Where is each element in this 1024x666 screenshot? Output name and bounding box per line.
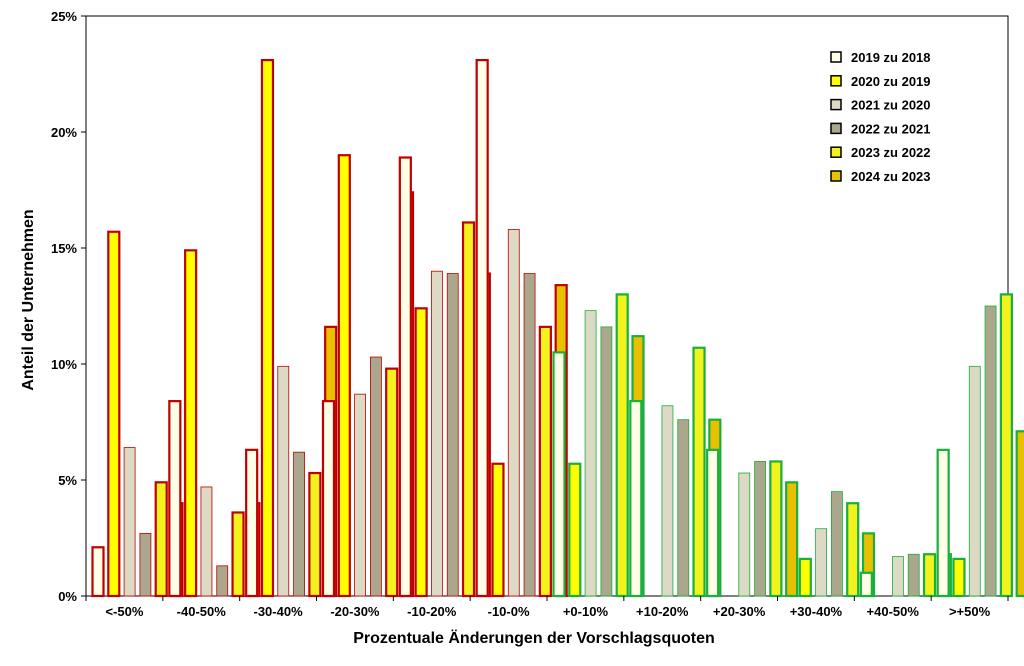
bar	[370, 357, 381, 596]
bar	[678, 420, 689, 596]
bar	[416, 308, 427, 596]
bar	[953, 559, 964, 596]
bar	[601, 327, 612, 596]
bar	[1017, 431, 1024, 596]
legend-label: 2019 zu 2018	[851, 50, 931, 65]
bar	[707, 450, 718, 596]
bar	[323, 401, 334, 596]
legend-swatch	[831, 171, 841, 181]
bar	[246, 450, 257, 596]
bar	[755, 461, 766, 596]
bar	[969, 366, 980, 596]
bar	[861, 573, 872, 596]
bar	[124, 448, 135, 596]
bar	[156, 482, 167, 596]
x-tick-label: -10-0%	[488, 604, 530, 619]
bar	[739, 473, 750, 596]
x-tick-label: -20-30%	[330, 604, 380, 619]
bar	[786, 482, 797, 596]
bar	[93, 547, 104, 596]
bar	[892, 557, 903, 596]
x-tick-label: +10-20%	[636, 604, 689, 619]
x-axis-title: Prozentuale Änderungen der Vorschlagsquo…	[353, 629, 715, 647]
y-tick-label: 5%	[58, 473, 77, 488]
bar	[431, 271, 442, 596]
x-tick-label: +40-50%	[867, 604, 920, 619]
legend-label: 2024 zu 2023	[851, 169, 931, 184]
y-tick-label: 25%	[51, 9, 77, 24]
y-axis: 0% 5% 10% 15% 20% 25%	[51, 9, 86, 604]
bar	[540, 327, 551, 596]
bar	[463, 222, 474, 596]
legend-label: 2023 zu 2022	[851, 145, 931, 160]
bar	[508, 229, 519, 596]
bar	[278, 366, 289, 596]
x-tick-label: -10-20%	[407, 604, 457, 619]
x-tick-label: -30-40%	[254, 604, 304, 619]
y-tick-label: 15%	[51, 241, 77, 256]
bar	[185, 250, 196, 596]
y-tick-label: 0%	[58, 589, 77, 604]
bar	[847, 503, 858, 596]
bar	[800, 559, 811, 596]
bar	[477, 60, 488, 596]
bar	[694, 348, 705, 596]
bar	[985, 306, 996, 596]
bar	[630, 401, 641, 596]
bar	[447, 274, 458, 596]
x-tick-label: -40-50%	[177, 604, 227, 619]
y-tick-label: 20%	[51, 125, 77, 140]
bar	[770, 461, 781, 596]
bar	[617, 294, 628, 596]
bar	[924, 554, 935, 596]
x-tick-label: <-50%	[105, 604, 143, 619]
bar	[816, 529, 827, 596]
legend-swatch	[831, 123, 841, 133]
x-tick-label: >+50%	[949, 604, 991, 619]
legend-swatch	[831, 52, 841, 62]
bar	[662, 406, 673, 596]
bar	[108, 232, 119, 596]
bar	[569, 464, 580, 596]
bar	[201, 487, 212, 596]
bar	[386, 369, 397, 596]
bar	[524, 274, 535, 596]
bar	[294, 452, 305, 596]
x-tick-label: +30-40%	[790, 604, 843, 619]
legend-swatch	[831, 147, 841, 157]
bar	[262, 60, 273, 596]
bar	[233, 512, 244, 596]
legend-swatch	[831, 76, 841, 86]
x-tick-label: +0-10%	[563, 604, 609, 619]
legend-swatch	[831, 100, 841, 110]
bar	[554, 352, 565, 596]
bar	[169, 401, 180, 596]
bar	[140, 533, 151, 596]
bar	[585, 311, 596, 596]
bar	[309, 473, 320, 596]
bar	[908, 554, 919, 596]
bar	[492, 464, 503, 596]
y-axis-title: Anteil der Unternehmen	[20, 209, 37, 390]
legend-label: 2022 zu 2021	[851, 121, 931, 136]
bar	[355, 394, 366, 596]
legend-label: 2020 zu 2019	[851, 74, 931, 89]
bar	[339, 155, 350, 596]
x-tick-label: +20-30%	[713, 604, 766, 619]
x-axis: <-50% -40-50% -30-40% -20-30% -10-20% -10-0% +…	[86, 596, 1008, 619]
bar	[938, 450, 949, 596]
bar	[217, 566, 228, 596]
y-tick-label: 10%	[51, 357, 77, 372]
bar	[831, 492, 842, 596]
bar	[1001, 294, 1012, 596]
bar	[400, 158, 411, 596]
legend-label: 2021 zu 2020	[851, 98, 931, 113]
